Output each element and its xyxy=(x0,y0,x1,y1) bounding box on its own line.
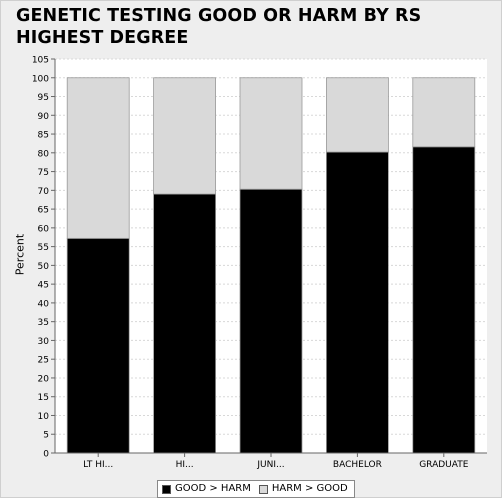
y-tick-label: 75 xyxy=(38,168,49,178)
legend-label: GOOD > HARM xyxy=(175,483,251,494)
bar-good-harm xyxy=(66,237,130,454)
y-tick-label: 45 xyxy=(38,281,49,291)
y-tick-label: 30 xyxy=(38,337,50,347)
bar-good-harm xyxy=(325,151,389,454)
legend-label: HARM > GOOD xyxy=(271,483,348,494)
bar-harm-good xyxy=(239,77,303,190)
legend-swatch xyxy=(258,484,268,494)
legend-item: HARM > GOOD xyxy=(258,481,348,497)
y-tick-label: 60 xyxy=(38,224,50,234)
bar-good-harm xyxy=(153,193,217,454)
legend-swatch xyxy=(162,484,171,494)
x-tick-label: BACHELOR xyxy=(333,460,382,470)
bar-harm-good xyxy=(66,77,130,239)
y-tick-label: 5 xyxy=(43,431,49,441)
legend-item: GOOD > HARM xyxy=(162,481,251,497)
y-tick-label: 15 xyxy=(38,393,49,403)
x-tick-label: JUNI... xyxy=(256,460,284,470)
y-tick-label: 65 xyxy=(38,206,49,216)
legend: GOOD > HARM HARM > GOOD xyxy=(157,480,355,498)
bar-harm-good xyxy=(153,77,217,195)
x-tick-label: GRADUATE xyxy=(419,460,468,470)
bar-good-harm xyxy=(239,188,303,454)
y-tick-label: 25 xyxy=(38,356,49,366)
y-tick-label: 100 xyxy=(32,74,49,84)
y-tick-label: 10 xyxy=(38,412,50,422)
x-tick-label: HI... xyxy=(176,460,194,470)
chart-title: GENETIC TESTING GOOD OR HARM BY RS HIGHE… xyxy=(16,6,422,48)
bar-good-harm xyxy=(412,146,476,454)
y-tick-label: 55 xyxy=(38,243,49,253)
y-tick-label: 35 xyxy=(38,318,49,328)
y-tick-label: 105 xyxy=(32,56,49,66)
y-tick-label: 40 xyxy=(38,299,50,309)
y-tick-label: 95 xyxy=(38,93,49,103)
y-tick-label: 70 xyxy=(38,187,50,197)
bar-harm-good xyxy=(412,77,476,148)
y-tick-label: 85 xyxy=(38,131,49,141)
y-tick-label: 90 xyxy=(38,112,50,122)
y-tick-label: 50 xyxy=(38,262,50,272)
y-tick-label: 0 xyxy=(43,450,49,460)
y-tick-label: 80 xyxy=(38,149,50,159)
x-tick-label: LT HI... xyxy=(83,460,113,470)
y-tick-label: 20 xyxy=(38,374,50,384)
bar-harm-good xyxy=(325,77,389,153)
bar-chart: 0 5 10 15 20 25 30 35 40 45 50 55 60 65 70 75 80 85 90 95 10… xyxy=(32,56,487,470)
